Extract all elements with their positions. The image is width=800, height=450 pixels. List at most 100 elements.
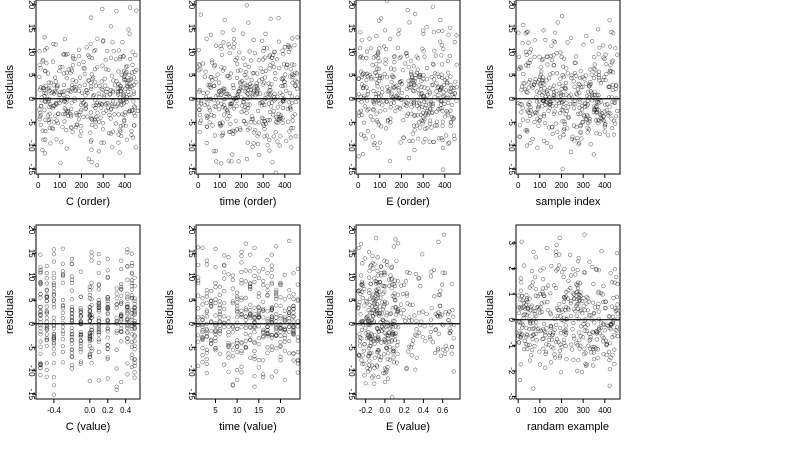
data-point [454, 85, 459, 90]
data-point [432, 294, 437, 299]
data-point [360, 261, 365, 266]
data-point [421, 119, 426, 124]
data-point [51, 83, 56, 88]
data-point [433, 327, 439, 332]
plot-frame [515, 0, 621, 175]
data-point [452, 136, 457, 142]
data-point [248, 316, 253, 321]
data-point [520, 305, 525, 310]
data-point [433, 53, 438, 58]
data-point [62, 106, 67, 111]
y-axis-title: residuals [164, 64, 176, 109]
data-point [282, 348, 287, 353]
data-point [256, 58, 261, 63]
x-tick-label: 15 [254, 406, 263, 415]
data-point [111, 49, 116, 54]
data-point [577, 105, 582, 110]
data-point [376, 286, 381, 291]
data-point [581, 42, 586, 47]
data-point [57, 69, 62, 74]
data-point [277, 143, 282, 148]
data-point [252, 349, 257, 354]
data-point [48, 80, 53, 85]
data-point [204, 308, 209, 313]
data-point [554, 306, 559, 311]
data-point [367, 269, 372, 274]
data-point [531, 82, 537, 87]
data-point [615, 108, 620, 114]
data-point [367, 318, 372, 323]
data-point [602, 102, 608, 107]
y-axis-title: residuals [4, 64, 16, 109]
data-point [114, 347, 119, 353]
data-point [428, 329, 433, 335]
data-point [278, 354, 283, 359]
data-point [204, 258, 209, 263]
data-point [53, 100, 59, 106]
data-point [124, 137, 130, 142]
data-point [40, 58, 46, 63]
plot-frame [355, 0, 461, 175]
data-point [78, 308, 83, 313]
y-tick-label: 3 [507, 241, 516, 246]
data-point [568, 298, 574, 304]
data-point [38, 339, 43, 344]
data-point [452, 39, 457, 45]
data-point [45, 71, 51, 76]
data-point [292, 83, 298, 88]
data-point [74, 122, 80, 127]
data-point [362, 93, 367, 98]
data-point [359, 38, 364, 43]
data-point [230, 354, 235, 359]
data-point [557, 81, 562, 86]
data-point [230, 128, 235, 133]
data-point [406, 65, 411, 70]
data-point [552, 283, 557, 288]
data-point [98, 115, 103, 120]
data-point [218, 88, 223, 93]
data-point [414, 355, 419, 360]
data-point [69, 329, 74, 334]
data-point [524, 30, 530, 35]
data-point [252, 265, 257, 271]
data-point [544, 78, 549, 83]
data-point [105, 335, 110, 340]
data-point [113, 121, 118, 126]
data-point [577, 330, 582, 335]
data-point [395, 343, 400, 348]
y-tick-label: 15 [187, 249, 196, 258]
data-point [561, 299, 566, 305]
data-point [99, 140, 104, 145]
data-point [526, 60, 531, 65]
data-point [427, 121, 433, 126]
data-point [87, 379, 92, 384]
data-point [221, 40, 226, 45]
data-point [217, 303, 222, 308]
data-point [210, 123, 215, 128]
data-point [114, 315, 119, 320]
data-point [105, 342, 110, 348]
data-point [282, 79, 287, 84]
data-point [260, 38, 265, 43]
data-point [272, 64, 277, 70]
data-point [222, 103, 227, 108]
data-point [202, 74, 207, 79]
data-point [394, 258, 399, 263]
data-point [551, 111, 557, 116]
data-point [230, 273, 235, 278]
data-point [410, 342, 415, 347]
data-point [592, 92, 598, 98]
data-point [246, 64, 251, 69]
data-point [523, 342, 528, 347]
data-point [592, 62, 597, 67]
data-point [69, 325, 74, 331]
data-point [425, 65, 430, 71]
data-point [231, 27, 236, 32]
data-point [358, 312, 363, 317]
data-point [69, 125, 74, 130]
data-point [99, 79, 104, 84]
data-point [571, 106, 577, 111]
data-point [96, 305, 101, 311]
data-point [243, 346, 248, 351]
data-point [524, 312, 530, 318]
